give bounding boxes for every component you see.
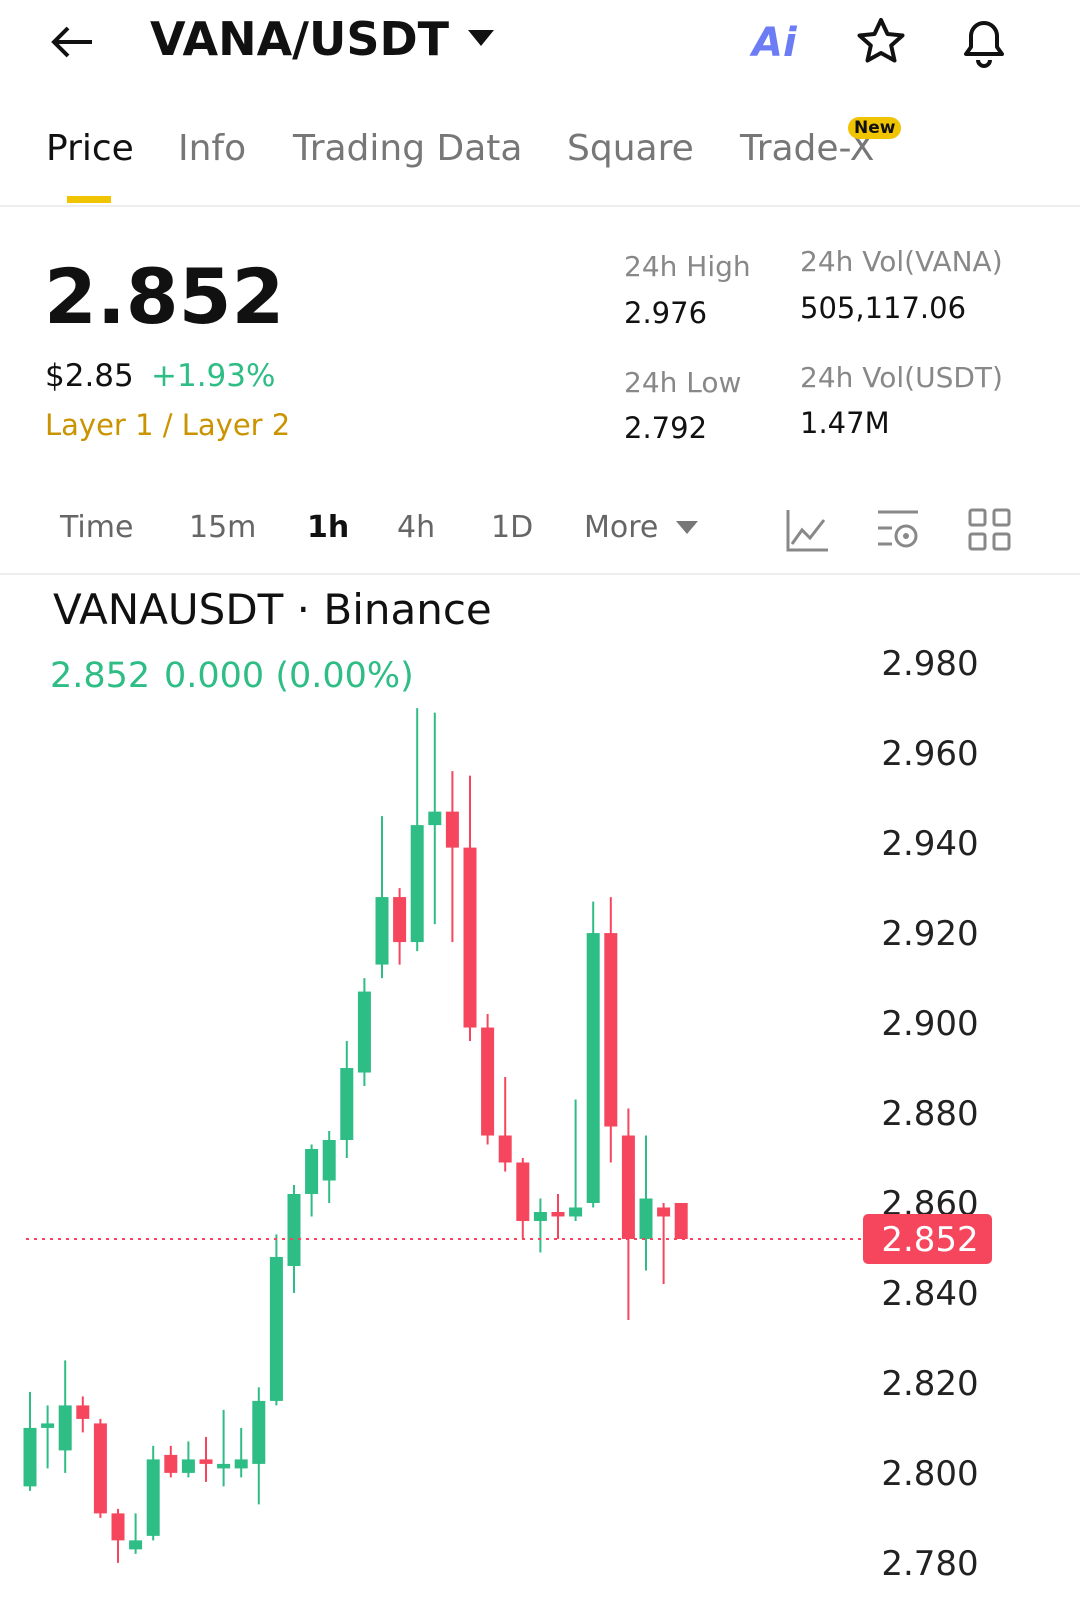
tab[interactable]: Trading Data (293, 128, 523, 169)
bell-icon[interactable] (958, 14, 1010, 68)
y-tick-label: 2.780 (881, 1544, 978, 1584)
y-tick-label: 2.800 (881, 1454, 978, 1494)
candle-body (533, 1211, 547, 1221)
candle-body (111, 1513, 125, 1541)
stat-value: 1.47M (800, 406, 890, 440)
category-tag[interactable]: Layer 1 / Layer 2 (45, 408, 291, 442)
interval[interactable]: More (584, 510, 659, 545)
candle-body (551, 1211, 565, 1217)
divider (0, 205, 1080, 207)
tab[interactable]: Square (567, 128, 694, 169)
candle-body (428, 811, 442, 826)
tab[interactable]: Info (178, 128, 247, 169)
candle-body (463, 847, 477, 1028)
y-tick-label: 2.880 (881, 1094, 978, 1134)
legend-change: 0.000 (0.00%) (164, 656, 414, 696)
interval[interactable]: 4h (397, 510, 436, 545)
stat-label: 24h Vol(VANA) (800, 245, 1003, 278)
stat-value: 2.976 (624, 296, 708, 330)
y-tick-label: 2.920 (881, 914, 978, 954)
candle-body (217, 1463, 231, 1469)
candle-body (357, 991, 371, 1073)
candle-body (181, 1459, 195, 1473)
y-tick-label: 2.900 (881, 1004, 978, 1044)
stat-value: 2.792 (624, 411, 708, 445)
candle-body (93, 1423, 107, 1514)
candle-body (340, 1068, 354, 1141)
star-icon[interactable] (855, 16, 907, 68)
candle-body (604, 933, 618, 1127)
candle-body (516, 1162, 530, 1221)
more-caret[interactable] (676, 521, 698, 535)
back-icon[interactable] (48, 22, 98, 62)
ai-icon[interactable]: Ai (752, 20, 797, 66)
candle-body (305, 1149, 319, 1194)
candle-body (410, 825, 424, 943)
candle-body (445, 811, 459, 848)
candle-body (41, 1423, 55, 1428)
y-tick-label: 2.840 (881, 1274, 978, 1314)
y-tick-label: 2.980 (881, 644, 978, 684)
candle-body (252, 1400, 266, 1464)
chart-title: VANAUSDT · Binance (53, 585, 492, 634)
candle-body (393, 897, 407, 943)
pair-caret[interactable] (468, 30, 494, 48)
candle-body (375, 897, 389, 965)
last-price-tag (863, 1213, 992, 1264)
candle-body (569, 1207, 583, 1217)
stat-label: 24h Vol(USDT) (800, 361, 1003, 394)
usd-price: $2.85 (45, 358, 134, 394)
candle-body (639, 1198, 653, 1239)
legend-price: 2.852 (50, 656, 150, 696)
candle-body (586, 933, 600, 1203)
candle-body (621, 1135, 635, 1239)
layout-icon[interactable] (968, 508, 1012, 552)
interval[interactable]: 1D (491, 510, 534, 545)
candle-body (287, 1193, 301, 1266)
stat-value: 505,117.06 (800, 291, 967, 325)
candle-body (657, 1207, 671, 1217)
y-tick-label: 2.820 (881, 1364, 978, 1404)
settings-icon[interactable] (876, 508, 922, 552)
candle-body (234, 1459, 248, 1469)
divider (0, 573, 1080, 575)
y-tick-label: 2.960 (881, 734, 978, 774)
candle-body (129, 1540, 143, 1550)
candle-body (76, 1405, 90, 1419)
indicator-icon[interactable] (786, 508, 830, 552)
candle-body (23, 1427, 37, 1487)
candle-body (164, 1454, 178, 1473)
last-price: 2.852 (44, 252, 285, 341)
candle-body (269, 1256, 283, 1401)
interval[interactable]: 1h (307, 510, 350, 545)
interval[interactable]: Time (60, 510, 134, 545)
last-price-label: 2.852 (881, 1220, 978, 1260)
stat-label: 24h High (624, 250, 751, 283)
candlestick-chart: VANAUSDT · Binance 2.852 0.000 (0.00%) 2… (23, 585, 992, 1584)
new-badge: New (848, 117, 902, 139)
candle-body (322, 1140, 336, 1181)
change: +1.93% (151, 358, 276, 394)
y-tick-label: 2.940 (881, 824, 978, 864)
pair-title[interactable]: VANA/USDT (150, 12, 450, 66)
candle-body (481, 1027, 495, 1136)
interval[interactable]: 15m (189, 510, 257, 545)
stat-label: 24h Low (624, 366, 742, 399)
candle-body (146, 1459, 160, 1536)
candle-body (58, 1405, 72, 1451)
candle-body (498, 1135, 512, 1163)
candle-body (674, 1202, 688, 1239)
candle-body (199, 1459, 213, 1464)
tab[interactable]: Price (46, 128, 134, 169)
tab-indicator (67, 196, 111, 203)
